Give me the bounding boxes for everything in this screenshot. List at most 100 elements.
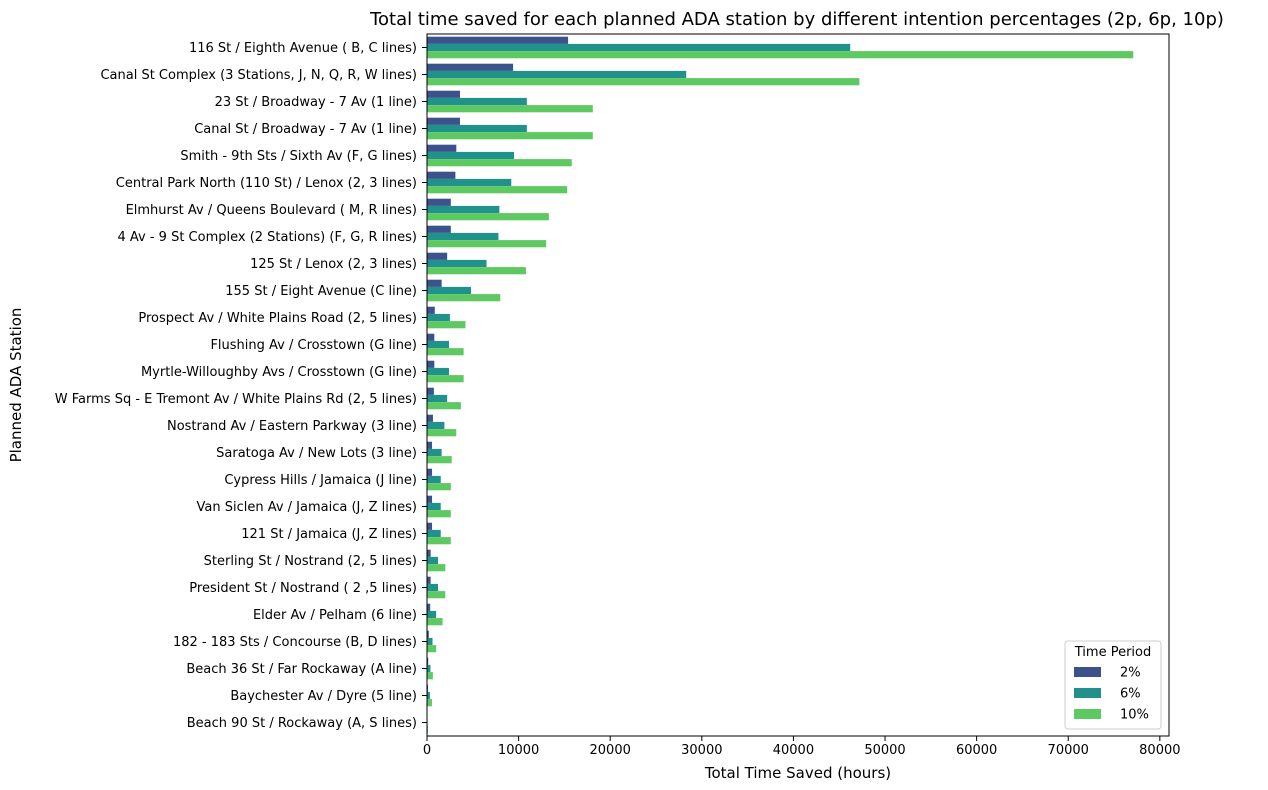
y-tick-label: Saratoga Av / New Lots (3 line) — [216, 446, 417, 461]
bar-1-13 — [427, 360, 435, 368]
bar-1-14 — [427, 387, 434, 395]
y-tick-label: Baychester Av / Dyre (5 line) — [230, 689, 417, 704]
bar-3-21 — [427, 591, 446, 599]
legend-label-3: 10% — [1120, 708, 1149, 723]
bar-3-13 — [427, 375, 464, 383]
legend-swatch-3 — [1074, 709, 1101, 719]
bar-3-6 — [427, 186, 568, 194]
y-tick-label: Flushing Av / Crosstown (G line) — [210, 338, 417, 353]
x-tick-label: 60000 — [956, 743, 997, 758]
bar-1-8 — [427, 225, 451, 233]
y-tick-label: Nostrand Av / Eastern Parkway (3 line) — [167, 419, 417, 434]
bar-3-9 — [427, 267, 526, 275]
bar-2-20 — [427, 556, 438, 565]
bar-2-24 — [427, 664, 431, 673]
bar-3-19 — [427, 537, 451, 545]
bar-3-20 — [427, 564, 446, 572]
bar-1-19 — [427, 522, 433, 530]
bar-3-8 — [427, 240, 547, 248]
y-tick-label: Canal St Complex (3 Stations, J, N, Q, R… — [100, 68, 417, 83]
bar-3-12 — [427, 348, 464, 356]
chart-title: Total time saved for each planned ADA st… — [369, 9, 1224, 30]
x-axis-ticks: 0 10000 20000 30000 40000 50000 60000 70000 8000… — [423, 736, 1181, 758]
bar-1-7 — [427, 198, 451, 206]
y-tick-label: Beach 90 St / Rockaway (A, S lines) — [187, 716, 417, 731]
y-tick-label: 182 - 183 Sts / Concourse (B, D lines) — [173, 635, 417, 650]
bar-2-13 — [427, 367, 449, 376]
bar-3-17 — [427, 483, 451, 491]
x-tick-label: 70000 — [1048, 743, 1089, 758]
legend-label-1: 2% — [1120, 666, 1141, 681]
x-tick-label: 30000 — [681, 743, 722, 758]
bar-2-11 — [427, 313, 450, 322]
plot-frame — [426, 33, 1170, 737]
x-tick-label: 20000 — [590, 743, 631, 758]
y-tick-label: Elmhurst Av / Queens Boulevard ( M, R li… — [126, 203, 417, 218]
bar-2-22 — [427, 610, 437, 619]
bar-1-4 — [427, 117, 460, 125]
bar-3-23 — [427, 645, 437, 653]
bar-3-25 — [427, 699, 432, 707]
bar-2-1 — [427, 43, 851, 52]
bar-1-5 — [427, 144, 457, 152]
y-axis-ticks: 116 St / Eighth Avenue ( B, C lines) Cana… — [55, 41, 427, 731]
bar-1-1 — [427, 36, 569, 44]
bar-2-21 — [427, 583, 438, 592]
bar-3-22 — [427, 618, 443, 626]
y-tick-label: Myrtle-Willoughby Avs / Crosstown (G lin… — [141, 365, 417, 380]
y-tick-label: 125 St / Lenox (2, 3 lines) — [250, 257, 417, 272]
bar-3-7 — [427, 213, 549, 221]
bar-2-3 — [427, 97, 527, 106]
y-tick-label: Cypress Hills / Jamaica (J line) — [224, 473, 417, 488]
bar-1-22 — [427, 603, 431, 611]
bar-2-12 — [427, 340, 449, 349]
bar-3-16 — [427, 456, 452, 464]
x-tick-label: 40000 — [773, 743, 814, 758]
bar-1-2 — [427, 63, 514, 71]
bar-3-24 — [427, 672, 433, 680]
bar-3-5 — [427, 159, 572, 167]
bar-1-23 — [427, 630, 429, 638]
bar-3-18 — [427, 510, 451, 518]
bar-3-4 — [427, 132, 593, 140]
y-tick-label: Elder Av / Pelham (6 line) — [253, 608, 417, 623]
legend-box — [1064, 640, 1162, 730]
legend-title: Time Period — [1074, 645, 1151, 660]
bar-2-25 — [427, 691, 430, 700]
bar-1-20 — [427, 549, 431, 557]
x-tick-label: 80000 — [1139, 743, 1180, 758]
bar-1-12 — [427, 333, 435, 341]
bar-1-15 — [427, 414, 433, 422]
bar-2-15 — [427, 421, 445, 430]
bar-2-8 — [427, 232, 499, 241]
bar-2-19 — [427, 529, 441, 538]
y-tick-label: Canal St / Broadway - 7 Av (1 line) — [194, 122, 417, 137]
bar-1-21 — [427, 576, 431, 584]
bar-1-25 — [427, 684, 429, 692]
bar-2-5 — [427, 151, 515, 160]
bar-1-11 — [427, 306, 435, 314]
y-tick-label: Smith - 9th Sts / Sixth Av (F, G lines) — [180, 149, 417, 164]
bar-1-18 — [427, 495, 433, 503]
bar-2-16 — [427, 448, 442, 457]
y-tick-label: W Farms Sq - E Tremont Av / White Plains… — [55, 392, 417, 407]
y-tick-label: 23 St / Broadway - 7 Av (1 line) — [215, 95, 417, 110]
bar-2-14 — [427, 394, 448, 403]
bar-1-6 — [427, 171, 456, 179]
bar-2-4 — [427, 124, 527, 133]
y-tick-label: Beach 36 St / Far Rockaway (A line) — [186, 662, 417, 677]
bar-1-17 — [427, 468, 433, 476]
x-tick-label: 10000 — [498, 743, 539, 758]
y-tick-label: Van Siclen Av / Jamaica (J, Z lines) — [197, 500, 418, 515]
bar-3-2 — [427, 78, 860, 86]
legend: Time Period 2% 6% 10% — [1064, 640, 1162, 730]
bar-1-3 — [427, 90, 460, 98]
bar-2-6 — [427, 178, 512, 187]
bar-2-17 — [427, 475, 441, 484]
bar-2-9 — [427, 259, 487, 268]
y-tick-label: 121 St / Jamaica (J, Z lines) — [241, 527, 417, 542]
bar-2-18 — [427, 502, 441, 511]
bar-1-10 — [427, 279, 442, 287]
bar-3-11 — [427, 321, 466, 329]
